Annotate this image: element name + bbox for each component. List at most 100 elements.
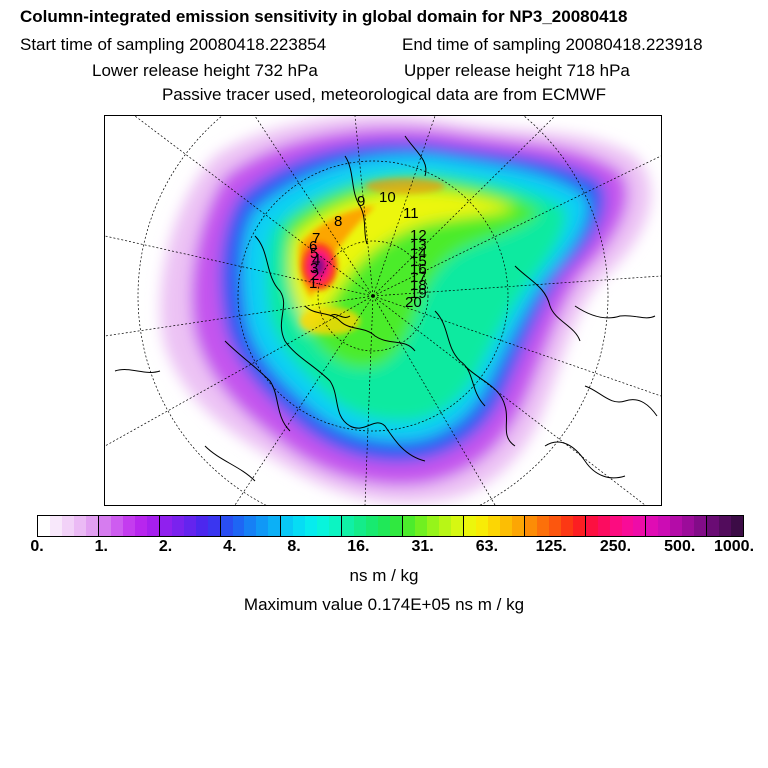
colorbar-tick-label: 125. <box>535 538 567 555</box>
colorbar-segment <box>98 516 111 536</box>
colorbar-segment <box>366 516 379 536</box>
colorbar-tick-label: 1000. <box>713 538 755 555</box>
maximum-value: Maximum value 0.174E+05 ns m / kg <box>243 595 525 614</box>
colorbar-segment <box>232 516 245 536</box>
colorbar-segment <box>609 516 622 536</box>
colorbar-segment <box>585 516 598 536</box>
colorbar-segment <box>122 516 135 536</box>
colorbar-segment <box>378 516 391 536</box>
colorbar-segment <box>403 516 416 536</box>
colorbar-tick-label: 500. <box>664 538 696 555</box>
colorbar-segment <box>621 516 634 536</box>
colorbar-segment <box>499 516 512 536</box>
colorbar-tick-label: 16. <box>347 538 370 555</box>
colorbar-segment <box>670 516 683 536</box>
graticule <box>105 116 661 505</box>
sensitivity-map: 1 2 3 4 5 6 7 8 9 10 11 12 13 14 15 16 1… <box>104 115 662 506</box>
track-label: 16 <box>410 261 427 278</box>
tracer-note: Passive tracer used, meteorological data… <box>161 85 607 104</box>
track-label: 12 <box>410 227 427 244</box>
track-label: 11 <box>403 205 419 222</box>
colorbar-segment <box>438 516 451 536</box>
track-label: 18 <box>410 277 427 294</box>
colorbar-segment <box>524 516 537 536</box>
colorbar-segment <box>220 516 233 536</box>
colorbar-segment <box>171 516 184 536</box>
colorbar-segment <box>38 516 50 536</box>
colorbar-segment <box>463 516 476 536</box>
sampling-end-time: End time of sampling 20080418.223918 <box>402 35 703 54</box>
colorbar-segment <box>305 516 318 536</box>
track-labels: 1 2 3 4 5 6 7 8 9 10 11 12 13 14 15 16 1… <box>309 189 427 311</box>
sampling-start-time: Start time of sampling 20080418.223854 <box>20 35 327 54</box>
colorbar-segment <box>354 516 367 536</box>
track-label: 20 <box>405 294 422 311</box>
track-label: 4 <box>312 252 320 269</box>
colorbar-segment <box>134 516 147 536</box>
colorbar-segment <box>646 516 659 536</box>
track-label: 13 <box>410 237 427 254</box>
track-label: 2 <box>311 267 319 284</box>
colorbar-segment <box>511 516 525 536</box>
colorbar-segment <box>707 516 720 536</box>
track-label: 14 <box>410 245 427 262</box>
colorbar-tick-label: 8. <box>287 538 301 555</box>
track-label: 1 <box>309 275 317 292</box>
colorbar-segment <box>244 516 257 536</box>
sensitivity-core <box>299 178 445 335</box>
colorbar-segment <box>110 516 123 536</box>
colorbar-segment <box>658 516 671 536</box>
colorbar-segment <box>731 516 744 536</box>
colorbar-segment <box>560 516 573 536</box>
track-label: 6 <box>309 238 317 255</box>
colorbar-segment <box>572 516 586 536</box>
colorbar-tick-label: 1. <box>94 538 108 555</box>
colorbar-segment <box>694 516 708 536</box>
colorbar-segment <box>256 516 269 536</box>
colorbar-segment <box>207 516 221 536</box>
colorbar-tick-label: 63. <box>475 538 499 555</box>
colorbar-tick-label: 0. <box>30 538 44 555</box>
colorbar-segment <box>329 516 343 536</box>
colorbar-segment <box>49 516 62 536</box>
track-label: 19 <box>410 285 427 302</box>
coastlines <box>114 135 658 482</box>
colorbar-segment <box>159 516 172 536</box>
track-label: 5 <box>310 245 318 262</box>
colorbar-segment <box>281 516 294 536</box>
colorbar-segment <box>183 516 196 536</box>
colorbar-segment <box>146 516 160 536</box>
colorbar-tick-label: 250. <box>599 538 632 555</box>
colorbar-segment <box>719 516 732 536</box>
colorbar <box>37 515 744 537</box>
colorbar-segment <box>73 516 86 536</box>
track-label: 15 <box>410 253 427 270</box>
colorbar-tick-label: 31. <box>411 538 434 555</box>
colorbar-segment <box>548 516 561 536</box>
colorbar-segment <box>597 516 610 536</box>
empty-area-east <box>525 334 661 505</box>
track-label: 10 <box>379 189 396 206</box>
colorbar-tick-label: 4. <box>223 538 237 555</box>
colorbar-segment <box>682 516 695 536</box>
colorbar-segment <box>390 516 404 536</box>
colorbar-segment <box>487 516 500 536</box>
track-label: 3 <box>310 260 318 277</box>
colorbar-segment <box>268 516 282 536</box>
colorbar-segment <box>633 516 647 536</box>
plot-title: Column-integrated emission sensitivity i… <box>20 7 628 26</box>
colorbar-segment <box>342 516 355 536</box>
colorbar-segment <box>85 516 99 536</box>
colorbar-segment <box>475 516 488 536</box>
colorbar-segment <box>450 516 464 536</box>
track-label: 9 <box>357 193 365 210</box>
empty-area-west <box>105 416 215 505</box>
colorbar-segment <box>293 516 306 536</box>
colorbar-segment <box>536 516 549 536</box>
colorbar-segment <box>61 516 74 536</box>
colorbar-segment <box>415 516 427 536</box>
track-label: 8 <box>334 213 342 230</box>
colorbar-segment <box>427 516 439 536</box>
colorbar-segment <box>317 516 330 536</box>
upper-release-height: Upper release height 718 hPa <box>404 61 630 80</box>
